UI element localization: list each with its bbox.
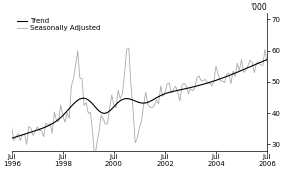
Text: '000: '000 xyxy=(250,3,267,12)
Legend: Trend, Seasonally Adjusted: Trend, Seasonally Adjusted xyxy=(15,16,102,32)
